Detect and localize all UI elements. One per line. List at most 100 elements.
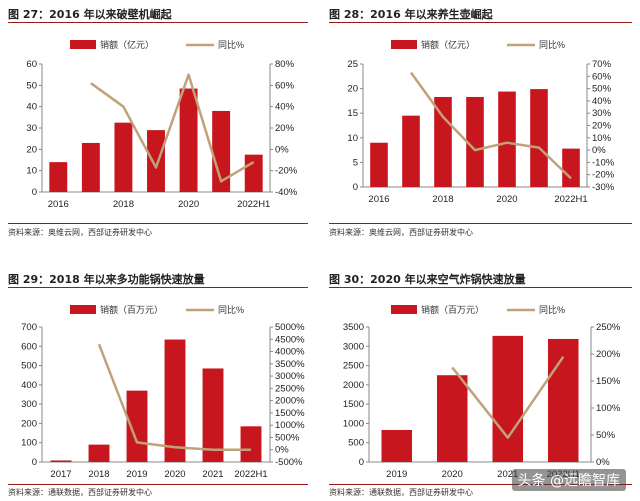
legend-label-bar: 销额（亿元） [421,39,475,50]
y-right-tick-label: 20% [275,123,295,134]
y-left-tick-label: 0 [32,457,37,468]
chart-svg: 销额（百万元） 同比% 0 500 1000 1500 2000 2500 3000 3500 0%… [343,304,621,480]
chart-title: 图 28：2016 年以来养生壶崛起 [329,8,493,21]
bar [498,91,516,187]
y-right-tick-label: -500% [275,457,303,468]
y-left-tick-label: 600 [21,341,37,352]
chart-panel-3: 图 29：2018 年以来多功能锅快速放量 销额（百万元） 同比% 0 100 200 3… [8,271,308,499]
bar [244,154,263,192]
y-right-tick-label: 150% [596,376,621,387]
bar [164,339,186,462]
chart-svg: 销额（亿元） 同比% 0 5 10 15 20 25 -30%-20% -10%0%10%20% 3… [347,39,615,205]
bar [49,162,68,192]
bar [147,130,165,192]
y-right-tick-label: 30% [592,108,612,119]
y-right-tick-label: -20% [592,170,615,181]
legend-label-bar: 销额（百万元） [100,304,163,315]
y-left-tick-label: 2500 [343,361,364,372]
y-left-tick-label: 3500 [343,322,364,333]
bar [466,96,484,187]
series-line [97,343,251,451]
y-right-tick-label: 100% [596,403,621,414]
y-left-tick-label: 200 [21,418,37,429]
chart-svg: 销额（百万元） 同比% 0 100 200 300 400 500 600 700 -500%0% 5… [21,304,305,480]
series-line [90,73,255,183]
x-tick-label: 2020 [496,194,517,205]
x-tick-label: 2019 [386,469,407,480]
y-left-tick-label: 1500 [343,399,364,410]
y-right-tick-label: 70% [592,59,612,70]
chart-panel-2: 图 28：2016 年以来养生壶崛起 销额（亿元） 同比% 0 5 10 15 20 25 -3… [329,6,632,244]
bar [212,110,231,192]
y-left-tick-label: 40 [26,102,37,113]
y-right-tick-label: 20% [592,121,612,132]
x-tick-label: 2018 [88,469,109,480]
y-right-tick-label: 40% [592,96,612,107]
bar [202,368,224,462]
chart-title: 图 29：2018 年以来多功能锅快速放量 [8,273,205,286]
legend-swatch-bar [391,305,417,314]
title-divider [8,287,308,288]
series-line [409,71,572,180]
y-right-tick-label: 80% [275,59,295,70]
y-left-tick-label: 10 [26,166,37,177]
chart-svg: 销额（亿元） 同比% 0 10 20 30 40 50 60 -40% -20% 0% 20% 40% 60… [26,39,298,210]
y-left-tick-label: 5 [353,157,358,168]
y-left-tick-label: 0 [32,187,37,198]
y-right-tick-label: 3500% [275,359,305,370]
source-divider [8,223,308,224]
bar [370,142,388,187]
y-right-tick-label: 500% [275,432,300,443]
bar [492,335,524,462]
bar [434,96,452,187]
bar [81,142,100,192]
x-tick-label: 2022H1 [237,199,270,210]
x-tick-label: 2020 [178,199,199,210]
y-right-tick-label: -40% [275,187,298,198]
source-note: 资料来源：奥维云网，西部证券研发中心 [329,228,473,237]
y-right-tick-label: 50% [596,430,616,441]
x-tick-label: 2018 [432,194,453,205]
y-left-tick-label: 3000 [343,341,364,352]
watermark-badge: 头条 @远瞻智库 [511,469,626,491]
y-right-tick-label: 1500% [275,408,305,419]
source-note: 资料来源：通联数据，西部证券研发中心 [8,488,152,497]
y-left-tick-label: 1000 [343,418,364,429]
y-right-tick-label: 250% [596,322,621,333]
bar [240,426,262,462]
y-left-tick-label: 15 [347,108,358,119]
y-right-tick-label: 60% [592,71,612,82]
x-tick-label: 2017 [50,469,71,480]
title-divider [329,287,632,288]
x-tick-label: 2018 [113,199,134,210]
y-left-tick-label: 10 [347,133,358,144]
y-right-tick-label: 1000% [275,420,305,431]
title-divider [8,22,308,23]
y-right-tick-label: 200% [596,349,621,360]
series-line [451,355,565,439]
x-tick-label: 2019 [126,469,147,480]
x-tick-label: 2022H1 [554,194,587,205]
y-right-tick-label: 2000% [275,396,305,407]
y-right-tick-label: 10% [592,133,612,144]
chart-title: 图 30：2020 年以来空气炸锅快速放量 [329,273,526,286]
bar [402,115,420,187]
y-right-tick-label: 0% [596,457,610,468]
y-left-tick-label: 100 [21,438,37,449]
source-divider [8,484,308,485]
bar [179,88,198,192]
y-right-tick-label: 60% [275,80,295,91]
source-divider [329,223,632,224]
bar [381,429,413,462]
y-left-tick-label: 30 [26,123,37,134]
legend-swatch-bar [391,40,417,49]
x-tick-label: 2020 [164,469,185,480]
source-divider [329,484,632,485]
legend-label-line: 同比% [218,304,244,315]
x-tick-label: 2021 [202,469,223,480]
legend-label-line: 同比% [218,39,244,50]
bar [562,148,580,187]
y-left-tick-label: 0 [359,457,364,468]
y-left-tick-label: 2000 [343,380,364,391]
y-right-tick-label: 2500% [275,383,305,394]
